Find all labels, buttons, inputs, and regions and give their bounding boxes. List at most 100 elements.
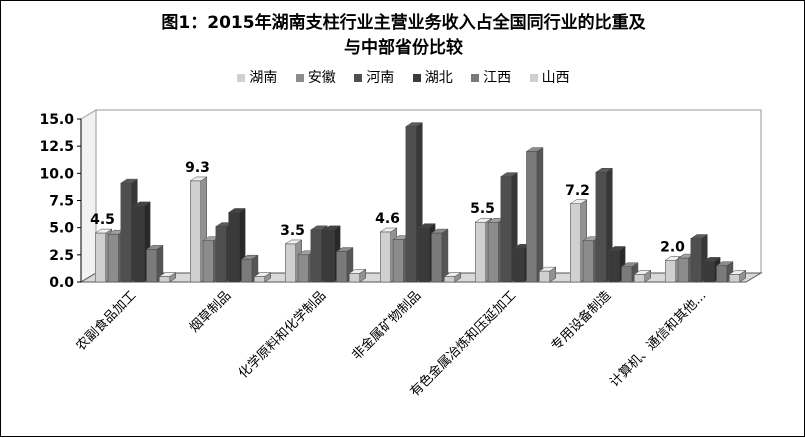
legend-swatch-hunan: [237, 74, 246, 82]
y-tick-label: 2.5: [49, 248, 74, 264]
bar-front: [526, 151, 538, 283]
data-label: 9.3: [185, 160, 210, 176]
legend-label-jiangxi: 江西: [483, 70, 512, 86]
bar-4-3: [430, 228, 449, 283]
bar-front: [500, 176, 512, 283]
x-tick-label: 烟草制品: [187, 288, 234, 335]
legend-swatch-anhui: [295, 74, 304, 82]
bar-front: [349, 273, 360, 283]
x-tick-label: 专用设备制造: [548, 288, 614, 354]
data-label: 2.0: [660, 239, 685, 255]
y-tick-label: 0.0: [49, 275, 74, 291]
bar-front: [133, 205, 145, 283]
bar-front: [608, 250, 620, 283]
data-label: 4.5: [90, 212, 115, 228]
bar-front: [190, 180, 201, 283]
bar-front: [228, 212, 240, 283]
bar-front: [665, 260, 676, 283]
bar-front: [703, 261, 715, 283]
data-label: 7.2: [565, 183, 590, 199]
bar-front: [95, 232, 106, 283]
bar-front: [285, 243, 296, 283]
legend-item-henan: 河南: [354, 67, 394, 87]
bar-front: [380, 231, 391, 283]
x-tick-label: 化学原料和化学制品: [235, 288, 329, 382]
bar-side: [536, 147, 544, 283]
legend: 湖南 安徽 河南 湖北 江西 山西: [1, 67, 805, 87]
bar-front: [487, 221, 499, 283]
bar-front: [582, 240, 594, 283]
bar-front: [690, 238, 702, 283]
legend-label-henan: 河南: [366, 70, 395, 86]
bar-2-3: [405, 122, 424, 283]
bar-side: [441, 228, 449, 283]
bar-5-4: [538, 266, 557, 283]
bar-4-4: [525, 147, 544, 283]
bar-front: [595, 171, 607, 283]
bar-front: [677, 257, 689, 283]
y-tick-label: 12.5: [39, 139, 74, 155]
bar-front: [431, 232, 443, 283]
side-wall: [80, 109, 97, 283]
bar-front: [336, 251, 348, 283]
bar-front: [570, 203, 581, 283]
legend-item-anhui: 安徽: [295, 67, 336, 87]
legend-item-hunan: 湖南: [237, 67, 277, 87]
bar-front: [297, 254, 309, 283]
x-tick-label: 非金属矿物制品: [349, 288, 425, 364]
bar-5-5: [633, 269, 652, 283]
bar-5-1: [253, 272, 272, 283]
bar-front: [418, 227, 430, 283]
legend-label-anhui: 安徽: [307, 70, 336, 86]
bar-front: [107, 233, 119, 283]
bar-5-2: [348, 268, 367, 283]
bar-front: [159, 276, 170, 283]
y-tick-label: 7.5: [49, 194, 74, 210]
bar-front: [146, 249, 158, 283]
legend-swatch-henan: [354, 74, 363, 82]
bar-front: [120, 182, 132, 283]
bar-5-0: [158, 272, 177, 283]
chart-title: 图1：2015年湖南支柱行业主营业务收入占全国同行业的比重及 与中部省份比较: [1, 11, 805, 61]
y-tick-label: 10.0: [39, 166, 74, 182]
legend-label-shanxi: 山西: [541, 70, 570, 86]
bar-4-6: [715, 261, 734, 283]
bar-5-3: [443, 272, 462, 283]
legend-label-hubei: 湖北: [424, 70, 453, 86]
x-tick-label: 农副食品加工: [73, 288, 139, 354]
bar-5-6: [728, 269, 747, 283]
legend-swatch-shanxi: [529, 74, 538, 82]
bar-front: [323, 229, 335, 283]
bar-front: [202, 240, 214, 283]
legend-item-shanxi: 山西: [529, 67, 570, 87]
y-tick-label: 5.0: [49, 221, 74, 237]
data-label: 4.6: [375, 211, 400, 227]
bar-front: [405, 126, 417, 283]
legend-item-jiangxi: 江西: [471, 67, 511, 87]
data-label: 3.5: [280, 223, 305, 239]
bar-front: [310, 229, 322, 283]
bar-front: [539, 270, 550, 283]
bar-front: [215, 226, 227, 283]
bar-front: [241, 258, 253, 283]
bar-front: [729, 274, 740, 283]
x-tick-label: 计算机、通信和其他...: [607, 288, 709, 390]
x-tick-label: 有色金属冶炼和压延加工: [407, 288, 519, 400]
legend-item-hubei: 湖北: [412, 67, 453, 87]
bar-front: [444, 276, 455, 283]
bar-front: [254, 276, 265, 283]
data-label: 5.5: [470, 201, 495, 217]
bar-front: [621, 266, 633, 283]
legend-label-hunan: 湖南: [249, 70, 278, 86]
chart-title-line-1: 图1：2015年湖南支柱行业主营业务收入占全国同行业的比重及: [161, 13, 646, 33]
legend-swatch-hubei: [412, 74, 421, 82]
legend-swatch-jiangxi: [471, 74, 480, 82]
chart-title-line-2: 与中部省份比较: [344, 38, 463, 58]
bar-front: [513, 248, 525, 283]
bar-front: [634, 274, 645, 283]
bar-front: [716, 265, 728, 283]
y-tick-label: 15.0: [39, 112, 74, 128]
bar-front: [475, 221, 486, 283]
